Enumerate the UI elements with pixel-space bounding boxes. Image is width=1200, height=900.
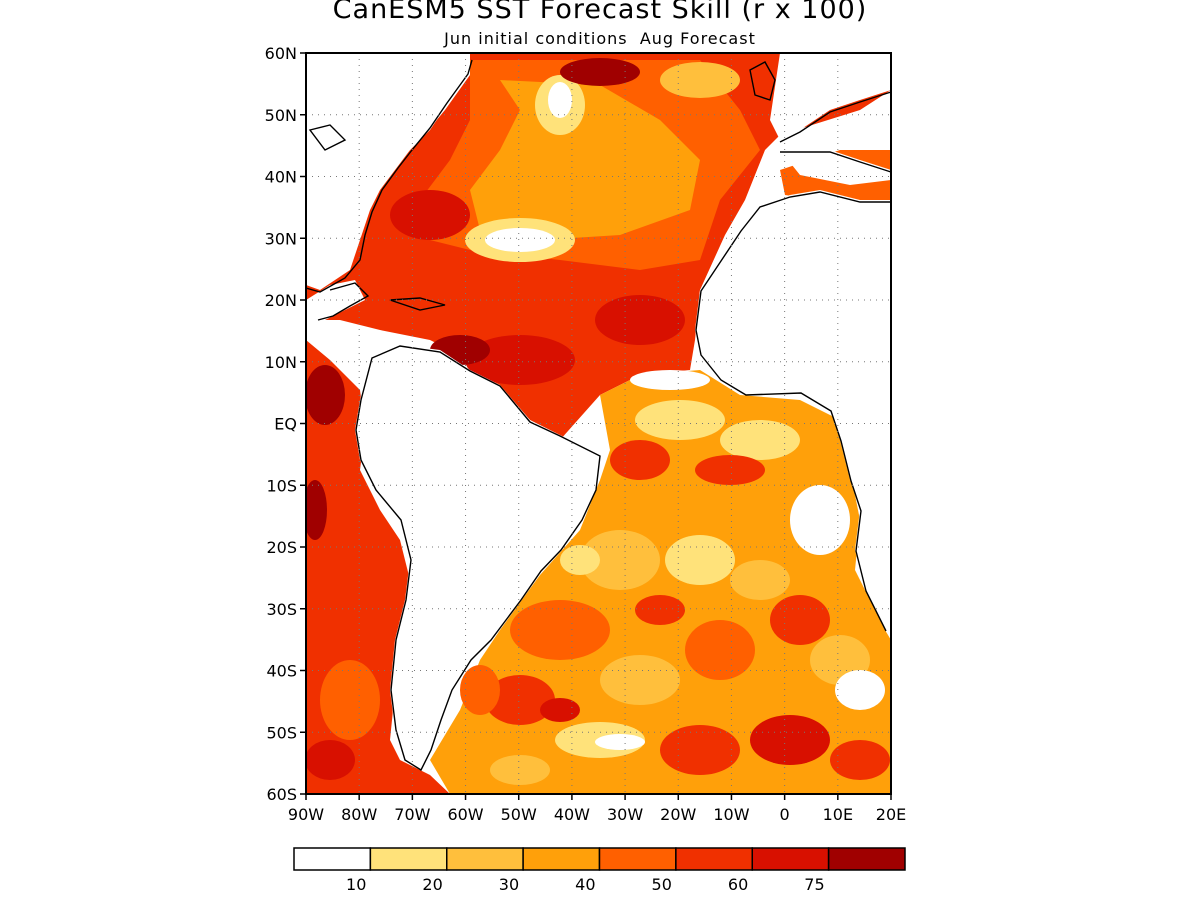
lat-tick-label: 50S	[266, 723, 297, 742]
lat-tick-label: 50N	[265, 106, 297, 125]
lon-tick-label: 0	[780, 805, 790, 824]
lon-tick-label: 80W	[341, 805, 377, 824]
coastlines	[306, 59, 891, 772]
lat-tick-label: 10S	[266, 476, 297, 495]
lat-tick-label: 20S	[266, 538, 297, 557]
land-africa	[695, 190, 891, 640]
map-subtitle: Jun initial conditions Aug Forecast	[444, 29, 756, 48]
colorbar-label: 20	[422, 875, 442, 894]
colorbar-swatch	[675, 847, 753, 871]
lat-tick-label: EQ	[274, 415, 297, 434]
lat-tick-label: 60S	[266, 785, 297, 804]
sst-skill-field	[306, 53, 891, 794]
colorbar-label: 60	[728, 875, 748, 894]
colorbar-swatch	[446, 847, 524, 871]
lon-tick-label: 90W	[288, 805, 324, 824]
latitude-axis: 60N 50N 40N 30N 20N 10N EQ 10S 20S 30S 40S 50S 60S	[265, 44, 306, 804]
colorbar-swatch	[293, 847, 372, 871]
colorbar-swatch	[751, 847, 830, 871]
colorbar-swatch	[522, 847, 601, 871]
lat-tick-label: 20N	[265, 291, 297, 310]
land-south-america	[355, 345, 600, 770]
lon-tick-label: 10E	[823, 805, 853, 824]
colorbar-label: 40	[575, 875, 595, 894]
lat-tick-label: 40S	[266, 662, 297, 681]
lat-tick-label: 40N	[265, 168, 297, 187]
lon-tick-label: 20W	[660, 805, 696, 824]
lat-tick-label: 30S	[266, 600, 297, 619]
lon-tick-label: 10W	[713, 805, 749, 824]
colorbar-swatch	[598, 847, 677, 871]
colorbar-label: 30	[499, 875, 519, 894]
lon-tick-label: 70W	[394, 805, 430, 824]
land-north-america	[306, 53, 470, 290]
colorbar-legend: 10 20 30 40 50 60 75	[293, 847, 906, 894]
colorbar-label: 50	[652, 875, 672, 894]
lon-tick-label: 30W	[607, 805, 643, 824]
lon-tick-label: 40W	[554, 805, 590, 824]
lat-tick-label: 60N	[265, 44, 297, 63]
colorbar-label: 10	[346, 875, 366, 894]
colorbar-swatch	[827, 847, 906, 871]
lon-tick-label: 20E	[876, 805, 906, 824]
lon-tick-label: 60W	[447, 805, 483, 824]
colorbar-label: 75	[804, 875, 824, 894]
skill-region-north-atlantic-low	[470, 80, 700, 240]
map-title: CanESM5 SST Forecast Skill (r x 100)	[332, 0, 868, 25]
longitude-axis: 90W 80W 70W 60W 50W 40W 30W 20W 10W 0 10E 20E	[288, 794, 906, 824]
lat-tick-label: 30N	[265, 229, 297, 248]
lat-tick-label: 10N	[265, 353, 297, 372]
lon-tick-label: 50W	[501, 805, 537, 824]
colorbar-swatch	[369, 847, 448, 871]
